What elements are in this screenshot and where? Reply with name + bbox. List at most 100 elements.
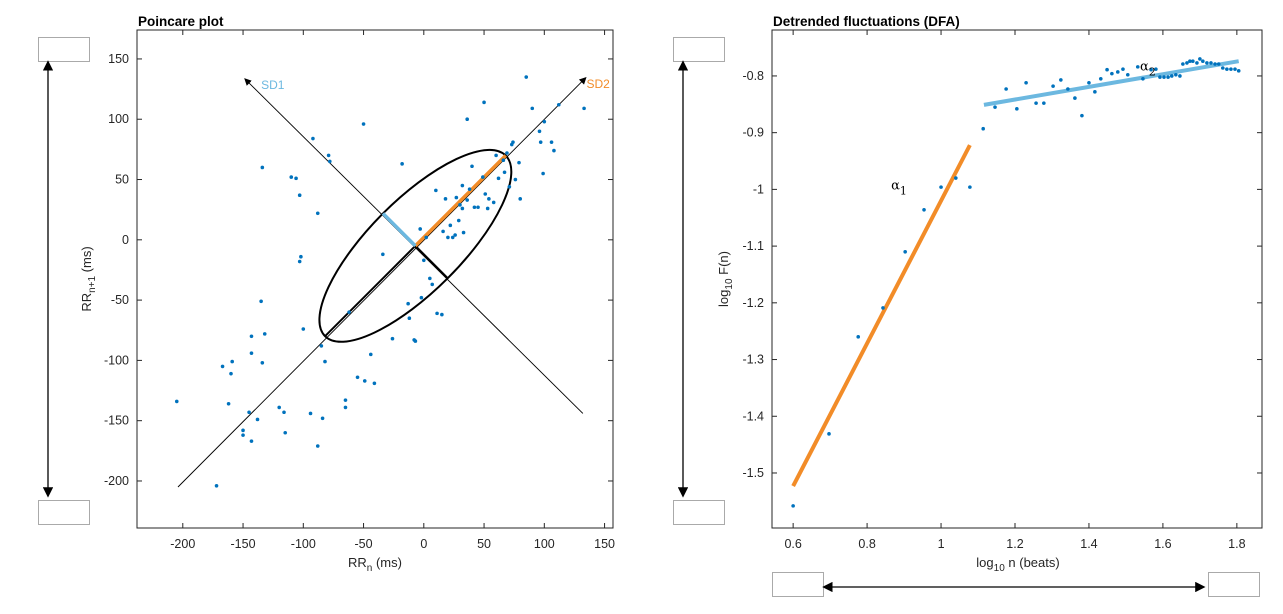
identity-axis-line: [177, 76, 587, 488]
data-point: [1236, 69, 1241, 73]
bottom-left-input[interactable]: [772, 572, 824, 597]
data-point: [881, 306, 885, 310]
data-point: [1178, 74, 1182, 78]
data-point: [518, 197, 523, 201]
sd2-line: [414, 154, 507, 248]
data-point: [791, 504, 795, 508]
data-point: [315, 211, 320, 216]
data-point: [461, 230, 466, 235]
data-point: [981, 126, 985, 131]
data-point: [856, 335, 861, 339]
data-point: [347, 310, 351, 314]
data-point: [260, 165, 265, 170]
y-tick-label: -1.4: [742, 409, 764, 423]
data-point: [513, 177, 518, 182]
bottom-right-input[interactable]: [1208, 572, 1260, 597]
data-point: [311, 136, 315, 141]
data-point: [1198, 57, 1202, 61]
data-point: [259, 299, 263, 304]
data-point: [320, 416, 325, 421]
data-point: [1158, 75, 1162, 79]
y-tick-label: 150: [108, 52, 129, 66]
data-point: [301, 327, 306, 331]
data-point: [582, 106, 586, 111]
data-point: [441, 229, 445, 234]
left-top-input[interactable]: [38, 37, 90, 62]
data-point: [1162, 75, 1166, 79]
data-point: [954, 176, 958, 180]
data-point: [483, 192, 488, 196]
x-tick-label: -100: [291, 537, 316, 551]
data-point: [319, 344, 324, 348]
data-point: [993, 105, 997, 109]
x-tick-label: 150: [594, 537, 615, 551]
data-point: [418, 227, 422, 231]
data-point: [289, 175, 294, 179]
data-point: [230, 359, 234, 364]
y-tick-label: -0.8: [742, 69, 764, 83]
data-point: [465, 198, 469, 202]
y-tick-label: -1.1: [742, 239, 764, 253]
data-point: [1205, 61, 1209, 65]
data-point: [538, 140, 543, 144]
data-point: [226, 402, 231, 406]
data-point: [299, 254, 303, 259]
data-point: [456, 218, 461, 223]
data-point: [424, 235, 429, 240]
data-point: [487, 197, 491, 201]
data-point: [549, 140, 554, 144]
data-point: [542, 119, 547, 124]
data-point: [1169, 74, 1174, 78]
data-point: [511, 140, 515, 144]
data-point: [1087, 80, 1091, 85]
data-point: [1221, 66, 1225, 70]
data-point: [470, 164, 474, 169]
data-point: [460, 183, 465, 188]
data-point: [454, 195, 459, 200]
data-point: [446, 235, 450, 240]
data-point: [422, 258, 426, 263]
data-point: [297, 259, 302, 264]
data-point: [1125, 73, 1130, 77]
y-tick-label: 50: [115, 173, 129, 187]
x-tick-label: 100: [534, 537, 555, 551]
x-tick-label: 1.6: [1154, 537, 1171, 551]
x-tick-label: 0.8: [858, 537, 875, 551]
data-point: [362, 379, 367, 383]
data-point: [247, 410, 251, 415]
data-point: [1191, 59, 1195, 63]
data-point: [1141, 76, 1145, 81]
sd2-negative-half: [324, 245, 417, 337]
data-point: [524, 75, 529, 79]
data-point: [1121, 67, 1125, 71]
left-bottom-input[interactable]: [38, 500, 90, 525]
data-point: [1098, 76, 1103, 81]
data-point: [428, 276, 432, 281]
y-tick-label: -1.3: [742, 353, 764, 367]
data-point: [1135, 65, 1140, 69]
right-bottom-input[interactable]: [673, 500, 725, 525]
data-point: [326, 153, 331, 158]
data-point: [1042, 101, 1046, 105]
data-point: [509, 142, 514, 147]
data-point: [517, 160, 521, 165]
data-point: [458, 203, 462, 207]
data-point: [255, 417, 260, 422]
perpendicular-axis-line: [244, 78, 584, 414]
x-tick-label: -150: [231, 537, 256, 551]
data-point: [1216, 62, 1221, 66]
data-point: [1015, 107, 1019, 111]
data-point: [406, 301, 410, 306]
right-top-input[interactable]: [673, 37, 725, 62]
data-point: [556, 102, 561, 107]
data-point: [249, 334, 254, 339]
x-tick-label: 1.8: [1228, 537, 1245, 551]
data-point: [361, 122, 366, 126]
data-point: [262, 332, 267, 336]
dfa-xlabel: log10 n (beats): [976, 555, 1059, 574]
annotation-alpha2: α2: [1140, 59, 1156, 78]
data-point: [552, 148, 556, 153]
data-point: [435, 311, 439, 316]
data-point: [467, 187, 472, 191]
